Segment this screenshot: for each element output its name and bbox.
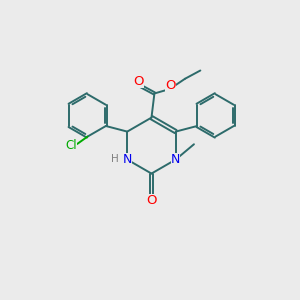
- Text: Cl: Cl: [65, 139, 76, 152]
- Text: O: O: [133, 75, 144, 88]
- Text: H: H: [111, 154, 119, 164]
- Text: N: N: [123, 153, 132, 166]
- Text: O: O: [146, 194, 157, 207]
- Text: O: O: [165, 79, 175, 92]
- Text: N: N: [171, 153, 180, 166]
